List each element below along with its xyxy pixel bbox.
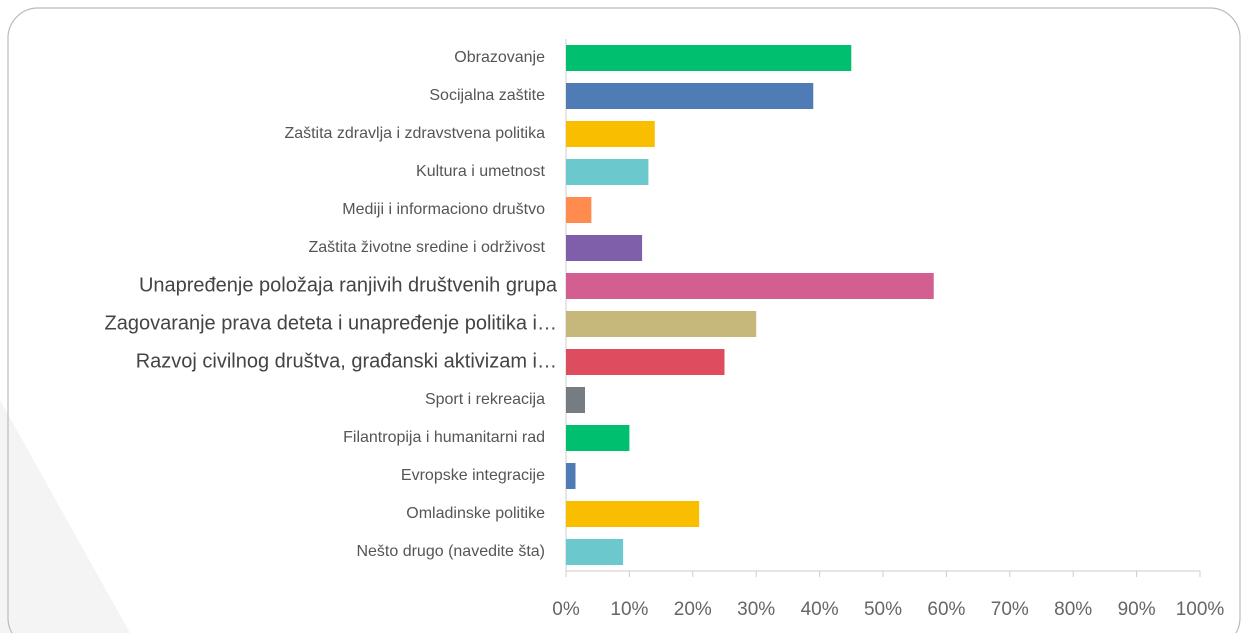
x-tick-label: 40% bbox=[801, 599, 839, 620]
bar bbox=[566, 121, 655, 147]
bar bbox=[566, 387, 586, 413]
x-tick-label: 50% bbox=[864, 599, 902, 620]
bar bbox=[566, 349, 725, 375]
bar bbox=[566, 273, 934, 299]
y-tick-label: Zaštita zdravlja i zdravstvena politika bbox=[284, 125, 545, 142]
bar bbox=[566, 83, 814, 109]
x-tick-label: 60% bbox=[927, 599, 965, 620]
y-tick-label: Socijalna zaštite bbox=[429, 87, 545, 104]
bar bbox=[566, 45, 852, 71]
x-tick-label: 10% bbox=[610, 599, 648, 620]
y-tick-label: Unapređenje položaja ranjivih društvenih… bbox=[139, 274, 558, 296]
y-tick-label: Filantropija i humanitarni rad bbox=[343, 429, 545, 446]
y-tick-label: Kultura i umetnost bbox=[416, 163, 546, 180]
x-tick-label: 70% bbox=[991, 599, 1029, 620]
x-tick-label: 90% bbox=[1118, 599, 1156, 620]
bar bbox=[566, 235, 643, 261]
bar bbox=[566, 425, 630, 451]
y-tick-label: Mediji i informaciono društvo bbox=[342, 201, 545, 218]
x-tick-label: 100% bbox=[1176, 599, 1225, 620]
bar bbox=[566, 501, 700, 527]
bar bbox=[566, 159, 649, 185]
x-tick-label: 80% bbox=[1054, 599, 1092, 620]
bar bbox=[566, 539, 624, 565]
x-tick-label: 20% bbox=[674, 599, 712, 620]
bar bbox=[566, 463, 576, 489]
background-shape bbox=[0, 400, 130, 633]
y-tick-label: Zaštita životne sredine i održivost bbox=[308, 239, 545, 256]
frame bbox=[7, 7, 1241, 633]
bar bbox=[566, 197, 592, 223]
bar bbox=[566, 311, 757, 337]
y-tick-label: Sport i rekreacija bbox=[425, 391, 545, 408]
x-tick-label: 0% bbox=[552, 599, 580, 620]
y-tick-label: Razvoj civilnog društva, građanski aktiv… bbox=[136, 350, 557, 372]
y-tick-label: Omladinske politike bbox=[406, 505, 545, 522]
y-tick-label: Nešto drugo (navedite šta) bbox=[356, 543, 545, 560]
y-tick-label: Evropske integracije bbox=[401, 467, 545, 484]
y-tick-label: Zagovaranje prava deteta i unapređenje p… bbox=[104, 312, 557, 334]
x-tick-label: 30% bbox=[737, 599, 775, 620]
y-tick-label: Obrazovanje bbox=[454, 49, 545, 66]
